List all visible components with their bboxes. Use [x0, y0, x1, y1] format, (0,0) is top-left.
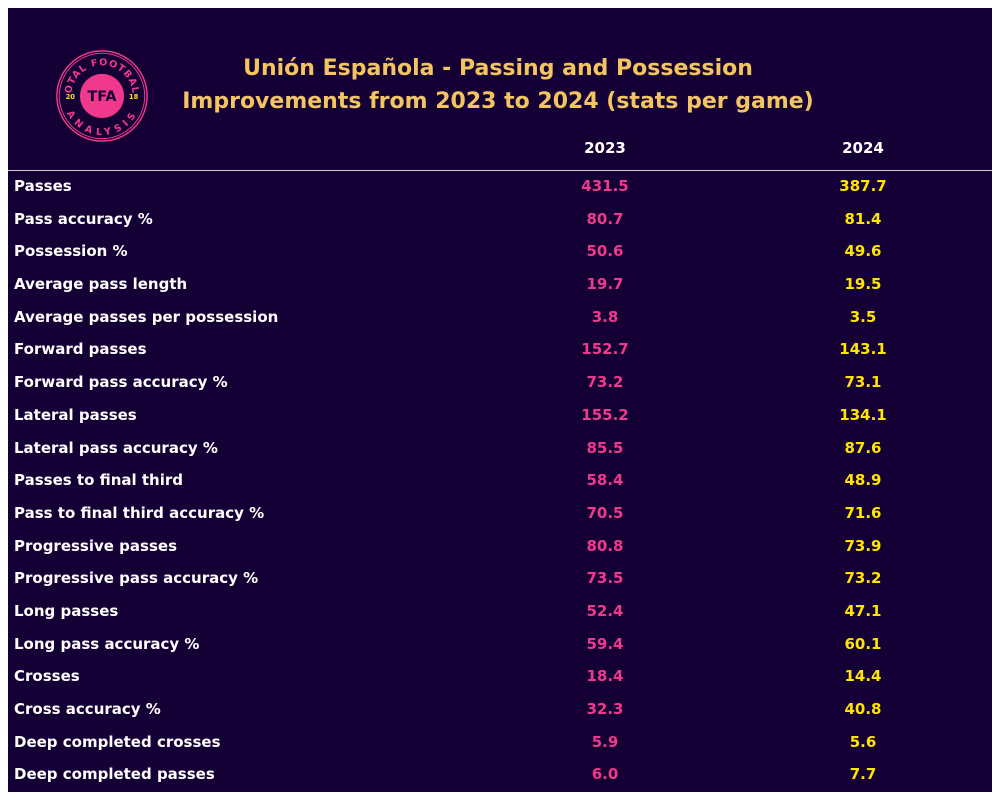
row-label: Crosses — [14, 667, 80, 686]
value-2023: 32.3 — [586, 700, 624, 718]
table-row: Average pass length 19.7 19.5 — [8, 268, 992, 301]
table-row: Pass accuracy % 80.7 81.4 — [8, 203, 992, 236]
row-label: Deep completed crosses — [14, 732, 221, 751]
table-row: Pass to final third accuracy % 70.5 71.6 — [8, 497, 992, 530]
value-2023: 50.6 — [586, 242, 624, 261]
row-label: Average passes per possession — [14, 307, 279, 326]
value-2023: 152.7 — [581, 340, 629, 359]
value-2023: 73.5 — [586, 569, 624, 588]
row-label: Lateral passes — [14, 405, 137, 424]
value-2024: 143.1 — [839, 340, 887, 359]
column-header-2023: 2023 — [584, 139, 626, 157]
value-2023: 155.2 — [581, 405, 629, 424]
value-2023: 431.5 — [581, 177, 629, 195]
value-2024: 5.6 — [849, 732, 877, 751]
table-row: Lateral pass accuracy % 85.5 87.6 — [8, 432, 992, 465]
value-2024: 40.8 — [844, 700, 882, 718]
value-2024: 73.2 — [844, 569, 882, 588]
row-label: Long passes — [14, 601, 119, 620]
table-row: Deep completed crosses 5.9 5.6 — [8, 726, 992, 759]
row-label: Long pass accuracy % — [14, 634, 200, 653]
row-label: Forward pass accuracy % — [14, 373, 228, 392]
row-label: Deep completed passes — [14, 765, 215, 784]
row-label: Passes to final third — [14, 471, 183, 490]
table-row: Long passes 52.4 47.1 — [8, 595, 992, 628]
value-2023: 6.0 — [591, 765, 619, 784]
row-label: Forward passes — [14, 340, 147, 359]
value-2024: 47.1 — [844, 601, 882, 620]
row-label: Progressive pass accuracy % — [14, 569, 259, 588]
value-2023: 3.8 — [591, 307, 619, 326]
value-2023: 5.9 — [591, 732, 619, 751]
value-2024: 73.1 — [844, 373, 882, 392]
title-line-1: Unión Española - Passing and Possession — [243, 56, 753, 81]
value-2023: 59.4 — [586, 634, 624, 653]
value-2024: 3.5 — [849, 307, 877, 326]
table-row: Lateral passes 155.2 134.1 — [8, 399, 992, 432]
value-2023: 58.4 — [586, 471, 624, 490]
table-row: Cross accuracy % 32.3 40.8 — [8, 693, 992, 726]
row-label: Average pass length — [14, 275, 188, 294]
row-label: Lateral pass accuracy % — [14, 438, 218, 457]
value-2024: 71.6 — [844, 503, 882, 522]
chart-title: Unión Española - Passing and Possession … — [158, 52, 838, 118]
value-2024: 49.6 — [844, 242, 882, 261]
row-label: Pass accuracy % — [14, 209, 153, 228]
value-2023: 19.7 — [586, 275, 624, 294]
tfa-logo: TOTAL FOOTBALL ANALYSIS TFA 20 18 — [54, 48, 148, 142]
value-2024: 134.1 — [839, 405, 887, 424]
value-2023: 80.7 — [586, 209, 624, 228]
value-2024: 73.9 — [844, 536, 882, 555]
value-2023: 18.4 — [586, 667, 624, 686]
value-2023: 52.4 — [586, 601, 624, 620]
table-row: Forward pass accuracy % 73.2 73.1 — [8, 366, 992, 399]
value-2024: 7.7 — [849, 765, 877, 784]
column-header-2024: 2024 — [842, 139, 884, 157]
table-row: Deep completed passes 6.0 7.7 — [8, 758, 992, 791]
table-row: Passes 431.5 387.7 — [8, 170, 992, 203]
svg-text:TFA: TFA — [87, 89, 117, 105]
value-2024: 60.1 — [844, 634, 882, 653]
row-label: Passes — [14, 177, 72, 195]
table-row: Possession % 50.6 49.6 — [8, 235, 992, 268]
value-2023: 80.8 — [586, 536, 624, 555]
table-row: Average passes per possession 3.8 3.5 — [8, 301, 992, 334]
value-2024: 87.6 — [844, 438, 882, 457]
title-line-2: Improvements from 2023 to 2024 (stats pe… — [182, 89, 814, 114]
stats-panel: TOTAL FOOTBALL ANALYSIS TFA 20 18 Unión … — [8, 8, 992, 792]
table-row: Progressive passes 80.8 73.9 — [8, 530, 992, 563]
value-2023: 85.5 — [586, 438, 624, 457]
table-row: Crosses 18.4 14.4 — [8, 660, 992, 693]
stats-table: Passes 431.5 387.7 Pass accuracy % 80.7 8… — [8, 170, 992, 791]
table-row: Forward passes 152.7 143.1 — [8, 333, 992, 366]
table-row: Passes to final third 58.4 48.9 — [8, 464, 992, 497]
value-2023: 70.5 — [586, 503, 624, 522]
table-row: Long pass accuracy % 59.4 60.1 — [8, 628, 992, 661]
value-2023: 73.2 — [586, 373, 624, 392]
row-label: Possession % — [14, 242, 128, 261]
value-2024: 387.7 — [839, 177, 887, 195]
value-2024: 19.5 — [844, 275, 882, 294]
header-divider — [8, 170, 992, 171]
svg-text:18: 18 — [129, 93, 139, 101]
value-2024: 14.4 — [844, 667, 882, 686]
row-label: Progressive passes — [14, 536, 177, 555]
table-row: Progressive pass accuracy % 73.5 73.2 — [8, 562, 992, 595]
row-label: Cross accuracy % — [14, 700, 161, 718]
value-2024: 81.4 — [844, 209, 882, 228]
svg-text:20: 20 — [66, 93, 76, 101]
row-label: Pass to final third accuracy % — [14, 503, 265, 522]
value-2024: 48.9 — [844, 471, 882, 490]
